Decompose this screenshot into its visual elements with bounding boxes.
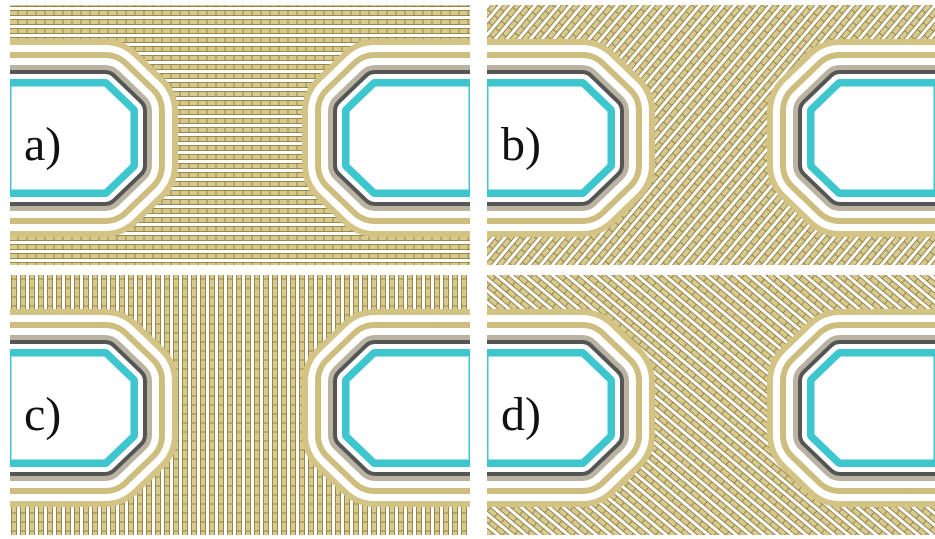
panel-label: d) — [501, 388, 541, 441]
hole — [348, 355, 470, 461]
panel — [10, 5, 470, 265]
hole — [813, 355, 935, 461]
panel — [487, 275, 935, 535]
panel-label: a) — [24, 118, 61, 171]
panel-label: c) — [24, 388, 61, 441]
panel-label: b) — [501, 118, 541, 171]
hole — [348, 85, 470, 191]
panel — [487, 5, 935, 265]
figure: a) b) c) d) — [0, 0, 935, 539]
panel — [10, 275, 470, 535]
hole — [813, 85, 935, 191]
